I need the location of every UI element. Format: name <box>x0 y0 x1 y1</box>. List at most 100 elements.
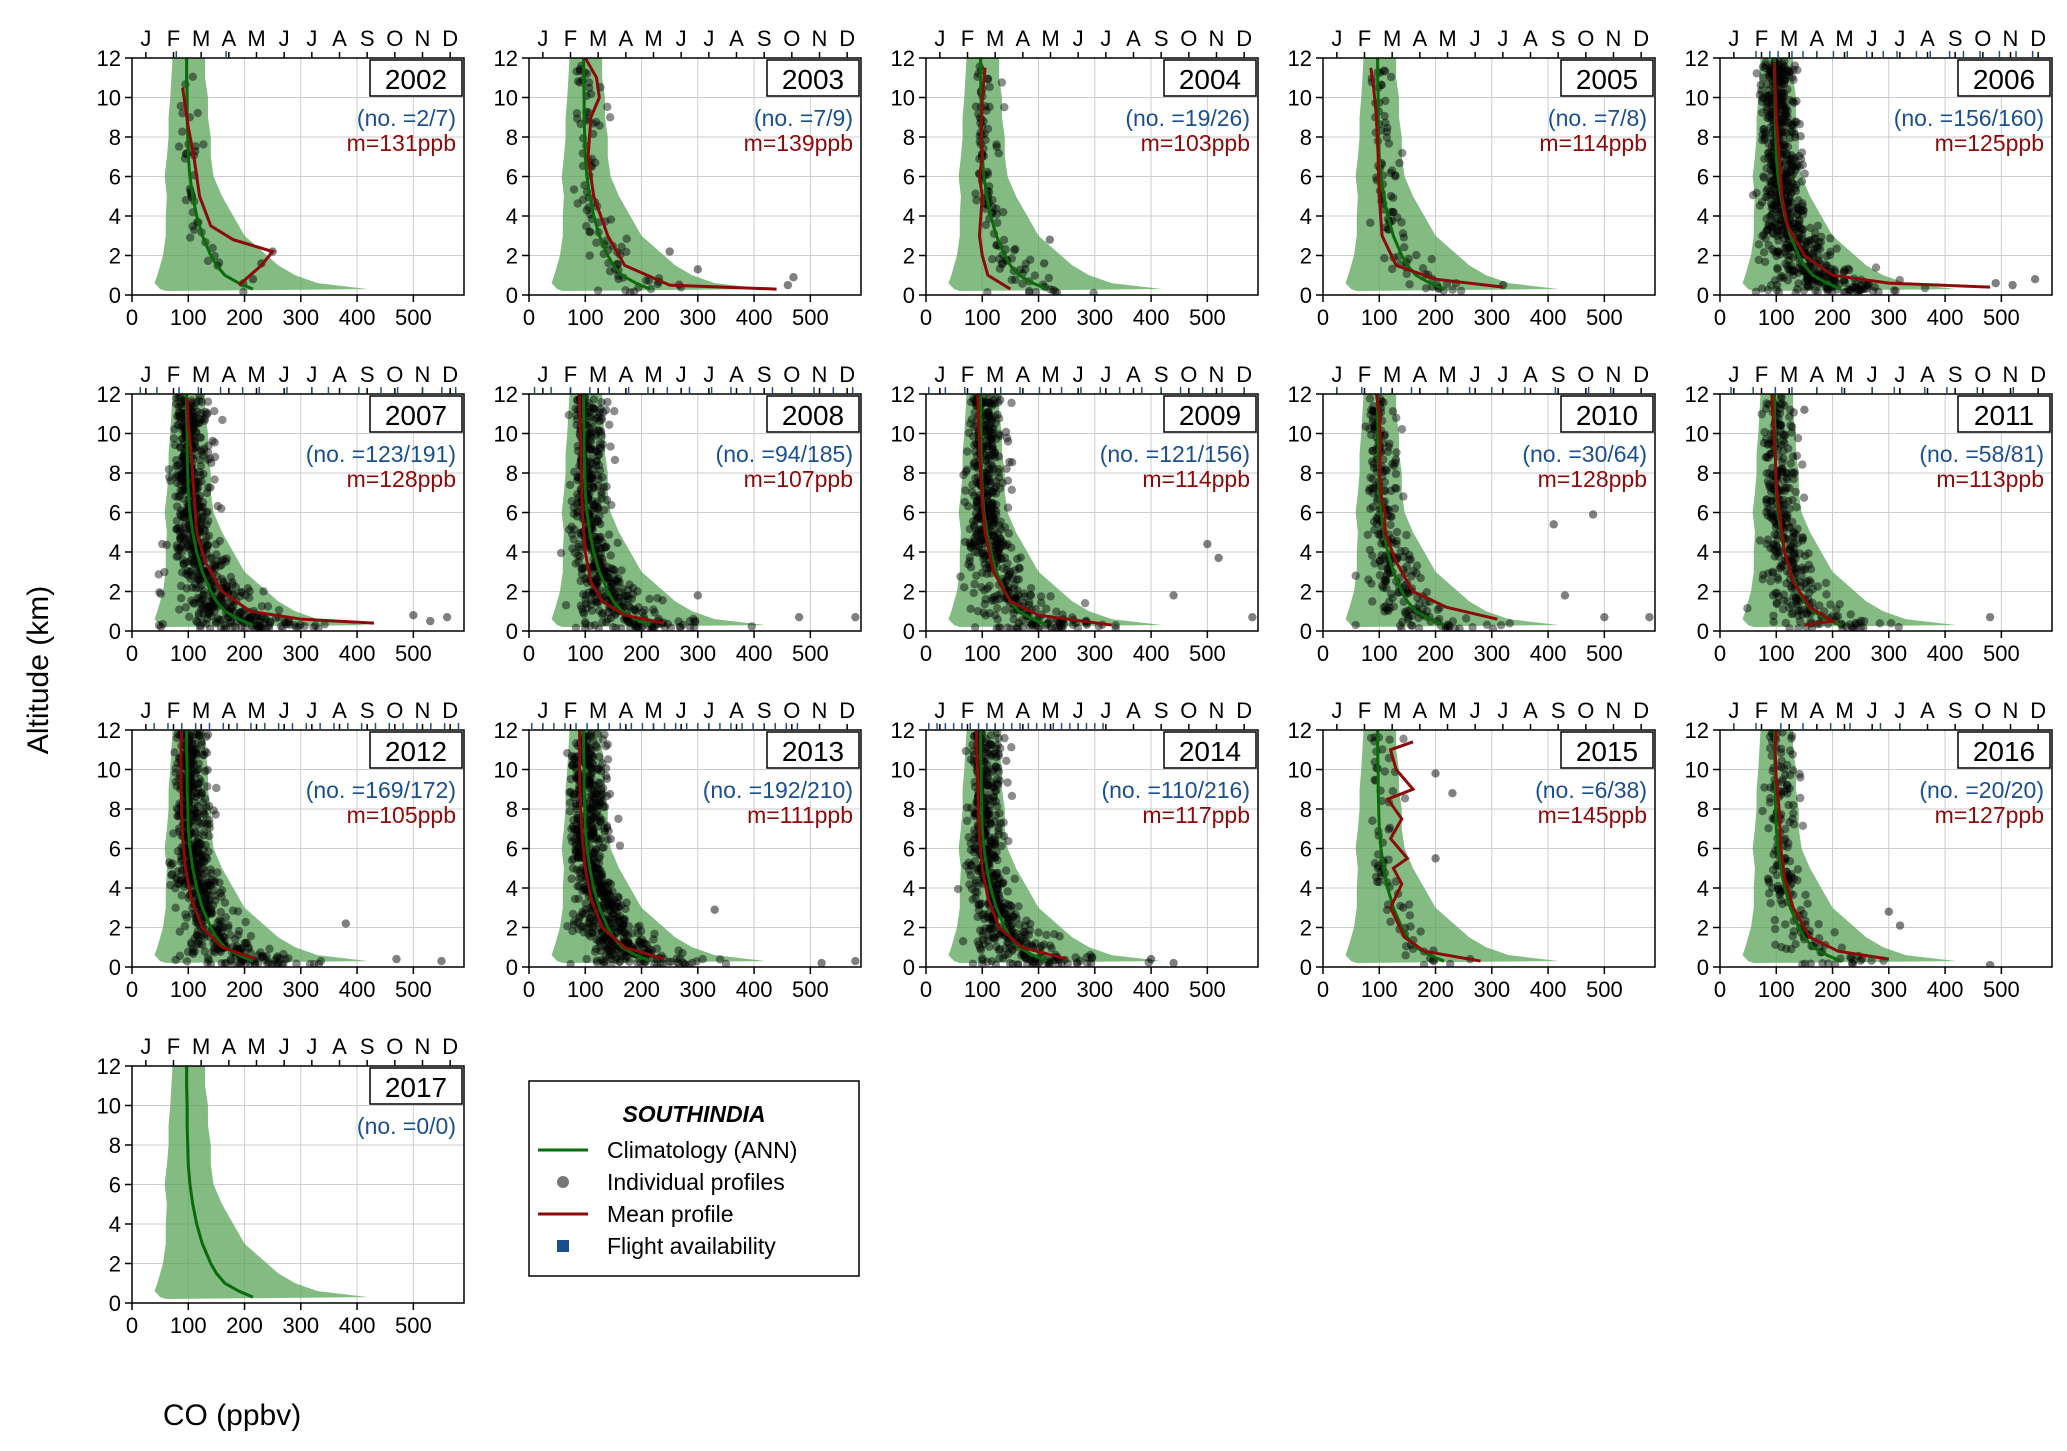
profile-point <box>571 623 581 631</box>
profile-point <box>203 765 212 775</box>
profile-point <box>1809 249 1818 259</box>
profile-point <box>208 600 217 609</box>
profile-point <box>203 854 212 864</box>
profile-point <box>690 618 700 627</box>
month-label: N <box>812 26 828 51</box>
profile-point <box>1368 474 1377 484</box>
y-tick-label: 4 <box>109 540 121 565</box>
profile-point <box>1761 234 1770 243</box>
profile-point <box>1778 464 1787 474</box>
profile-point <box>1369 424 1379 434</box>
profile-point <box>619 591 629 601</box>
profile-point <box>1781 240 1790 250</box>
profile-point <box>585 428 594 438</box>
profile-point <box>602 482 611 491</box>
profile-point <box>1784 265 1793 274</box>
profile-point <box>991 611 1000 620</box>
profile-point <box>1777 560 1786 569</box>
profile-point <box>1771 589 1780 598</box>
profile-point <box>175 491 184 501</box>
profile-point <box>1775 548 1785 557</box>
profile-point <box>1805 588 1814 598</box>
profile-point <box>1762 186 1771 196</box>
profile-point <box>603 569 612 578</box>
profile-point <box>1019 589 1029 598</box>
month-label: M <box>1041 362 1059 387</box>
profile-point <box>1406 621 1416 630</box>
profile-point <box>1762 97 1772 107</box>
profile-point <box>173 461 182 470</box>
profile-point <box>1787 162 1796 171</box>
profile-point <box>564 410 574 420</box>
profile-point <box>1796 131 1805 141</box>
profile-point <box>188 583 197 592</box>
profile-point <box>228 577 237 587</box>
profile-point <box>578 195 588 204</box>
profile-point <box>1368 446 1377 456</box>
profile-point <box>624 601 633 611</box>
profile-point <box>1764 148 1773 158</box>
profile-point <box>1802 274 1812 284</box>
profile-point <box>571 559 580 568</box>
profile-point <box>174 412 184 421</box>
profile-point <box>995 264 1005 273</box>
profile-point <box>1405 555 1414 564</box>
profile-point <box>190 798 200 807</box>
profile-point <box>177 422 187 431</box>
profile-point <box>175 927 184 936</box>
profile-point <box>1786 405 1795 415</box>
profile-point <box>199 818 209 827</box>
profile-point <box>575 78 585 87</box>
profile-point <box>198 879 207 889</box>
profile-point <box>1783 65 1793 75</box>
profile-point <box>966 563 976 572</box>
profile-point <box>1794 268 1803 278</box>
profile-point <box>1390 458 1400 468</box>
profile-point <box>583 421 592 431</box>
x-tick-label: 100 <box>567 305 604 330</box>
mean-profile-line <box>1369 67 1504 289</box>
profile-point <box>1791 568 1800 578</box>
profile-point <box>987 468 996 478</box>
profile-point <box>996 534 1005 543</box>
profile-point <box>588 459 597 468</box>
profile-point <box>202 597 211 607</box>
profile-point <box>1392 536 1401 545</box>
profile-point <box>186 761 196 771</box>
profile-point <box>1794 215 1804 225</box>
profile-point <box>986 460 995 469</box>
profile-point <box>1757 198 1767 207</box>
profile-point <box>1781 513 1790 522</box>
profile-point <box>175 413 185 423</box>
profile-point <box>630 605 639 615</box>
profile-point <box>999 564 1008 573</box>
profile-point <box>179 512 188 521</box>
profile-point <box>241 591 250 600</box>
profile-point <box>581 595 590 604</box>
profile-point <box>203 730 213 739</box>
profile-point <box>1798 199 1807 208</box>
profile-point <box>1027 620 1037 629</box>
profile-point <box>1001 427 1011 437</box>
y-tick-label: 6 <box>109 837 121 862</box>
month-label: M <box>247 698 265 723</box>
profile-point <box>221 557 231 566</box>
y-tick-label: 6 <box>109 165 121 190</box>
profile-point <box>178 473 188 483</box>
profile-point <box>573 199 582 208</box>
profile-point <box>1421 284 1431 293</box>
profile-point <box>597 431 606 440</box>
profile-point <box>1772 599 1782 609</box>
profile-point <box>202 545 211 554</box>
profile-point <box>1384 597 1394 606</box>
x-tick-label: 400 <box>339 305 376 330</box>
profile-point <box>658 596 667 605</box>
profile-point <box>1785 251 1794 260</box>
profile-point <box>1776 73 1785 82</box>
month-label: A <box>729 26 744 51</box>
profile-point <box>606 215 616 224</box>
profile-point <box>588 589 597 598</box>
profile-point <box>199 864 209 873</box>
month-label: J <box>279 362 290 387</box>
